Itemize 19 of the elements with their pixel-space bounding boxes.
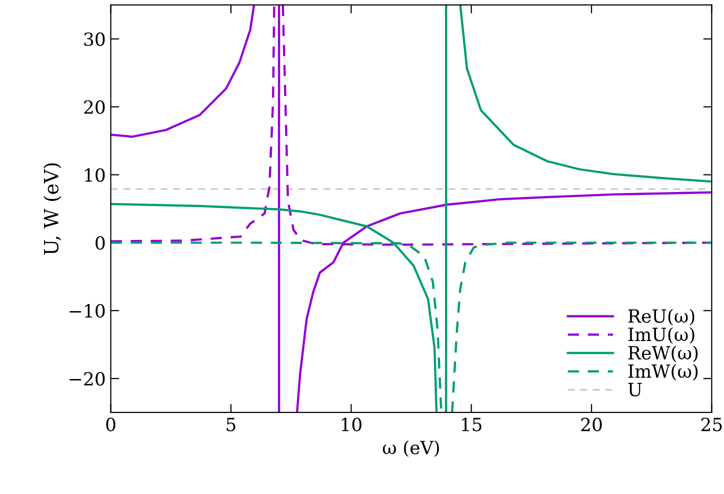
y-tick-label: 10: [85, 168, 105, 182]
y-axis-title: U, W (eV): [43, 163, 62, 255]
x-tick-label: 10: [342, 418, 362, 432]
legend-label: ImW(ω): [628, 364, 698, 381]
legend-label: U: [628, 382, 642, 396]
x-axis-title: ω (eV): [382, 440, 439, 457]
legend-label: ImU(ω): [628, 327, 694, 344]
y-tick-label: 20: [84, 100, 105, 114]
y-tick-label: −10: [70, 304, 105, 318]
x-tick-label: 25: [701, 418, 722, 432]
legend-label: ReW(ω): [628, 346, 698, 362]
x-tick-label: 5: [226, 418, 236, 432]
y-tick-label: −20: [70, 372, 105, 386]
y-tick-label: 0: [96, 236, 105, 250]
y-tick-label: 30: [84, 32, 105, 46]
legend-label: ReU(ω): [628, 308, 694, 326]
x-tick-label: 0: [106, 418, 116, 432]
x-tick-label: 15: [462, 418, 482, 432]
x-tick-label: 20: [581, 418, 602, 432]
